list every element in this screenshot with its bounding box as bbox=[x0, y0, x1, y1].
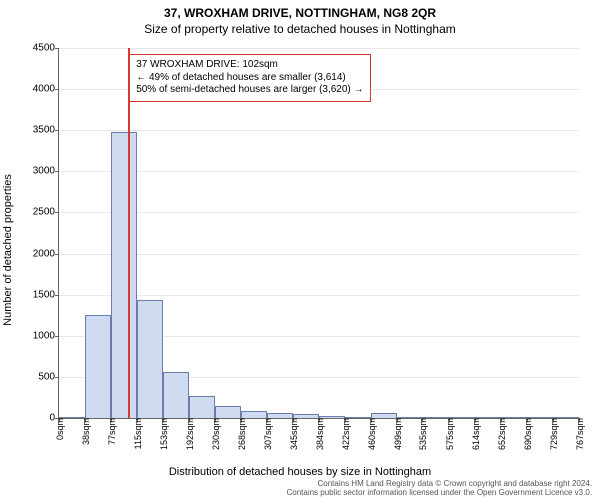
xtick-label: 153sqm bbox=[157, 418, 169, 450]
xtick-label: 729sqm bbox=[547, 418, 559, 450]
ytick-label: 1500 bbox=[33, 289, 59, 300]
footer-attribution: Contains HM Land Registry data © Crown c… bbox=[286, 479, 592, 498]
xtick-label: 307sqm bbox=[261, 418, 273, 450]
histogram-bar bbox=[111, 132, 137, 418]
xtick-label: 230sqm bbox=[209, 418, 221, 450]
xtick-label: 575sqm bbox=[443, 418, 455, 450]
histogram-bar bbox=[241, 411, 267, 418]
ytick-label: 3500 bbox=[33, 125, 59, 136]
xtick-label: 268sqm bbox=[235, 418, 247, 450]
gridline bbox=[59, 212, 579, 213]
xtick-label: 0sqm bbox=[53, 418, 65, 440]
xtick-label: 767sqm bbox=[573, 418, 585, 450]
ytick-label: 500 bbox=[38, 371, 59, 382]
annotation-box: 37 WROXHAM DRIVE: 102sqm← 49% of detache… bbox=[129, 54, 370, 102]
gridline bbox=[59, 130, 579, 131]
ytick-label: 2000 bbox=[33, 248, 59, 259]
annotation-line: ← 49% of detached houses are smaller (3,… bbox=[136, 72, 363, 85]
gridline bbox=[59, 254, 579, 255]
xtick-label: 345sqm bbox=[287, 418, 299, 450]
xtick-label: 38sqm bbox=[79, 418, 91, 445]
xtick-label: 115sqm bbox=[131, 418, 143, 449]
gridline bbox=[59, 171, 579, 172]
chart-subtitle: Size of property relative to detached ho… bbox=[0, 20, 600, 36]
ytick-label: 4500 bbox=[33, 43, 59, 54]
xtick-label: 499sqm bbox=[391, 418, 403, 450]
gridline bbox=[59, 48, 579, 49]
x-axis-label: Distribution of detached houses by size … bbox=[169, 466, 431, 478]
histogram-bar bbox=[85, 315, 111, 418]
ytick-label: 1000 bbox=[33, 330, 59, 341]
xtick-label: 614sqm bbox=[469, 418, 481, 450]
xtick-label: 77sqm bbox=[105, 418, 117, 445]
gridline bbox=[59, 295, 579, 296]
histogram-bar bbox=[215, 406, 241, 418]
chart-title: 37, WROXHAM DRIVE, NOTTINGHAM, NG8 2QR bbox=[0, 0, 600, 20]
ytick-label: 2500 bbox=[33, 207, 59, 218]
xtick-label: 422sqm bbox=[339, 418, 351, 450]
ytick-label: 4000 bbox=[33, 84, 59, 95]
xtick-label: 535sqm bbox=[416, 418, 428, 450]
xtick-label: 652sqm bbox=[495, 418, 507, 450]
ytick-label: 3000 bbox=[33, 166, 59, 177]
footer-line-2: Contains public sector information licen… bbox=[286, 488, 592, 498]
annotation-line: 37 WROXHAM DRIVE: 102sqm bbox=[136, 59, 363, 72]
histogram-bar bbox=[137, 300, 163, 418]
histogram-bar bbox=[189, 396, 215, 418]
xtick-label: 192sqm bbox=[183, 418, 195, 450]
footer-line-1: Contains HM Land Registry data © Crown c… bbox=[286, 479, 592, 489]
xtick-label: 460sqm bbox=[365, 418, 377, 450]
property-marker-line bbox=[128, 48, 130, 418]
y-axis-label: Number of detached properties bbox=[2, 174, 14, 326]
plot-area: 0500100015002000250030003500400045000sqm… bbox=[58, 48, 579, 419]
xtick-label: 690sqm bbox=[521, 418, 533, 450]
annotation-line: 50% of semi-detached houses are larger (… bbox=[136, 84, 363, 97]
histogram-bar bbox=[163, 372, 189, 418]
chart-container: 37, WROXHAM DRIVE, NOTTINGHAM, NG8 2QR S… bbox=[0, 0, 600, 500]
xtick-label: 384sqm bbox=[313, 418, 325, 450]
